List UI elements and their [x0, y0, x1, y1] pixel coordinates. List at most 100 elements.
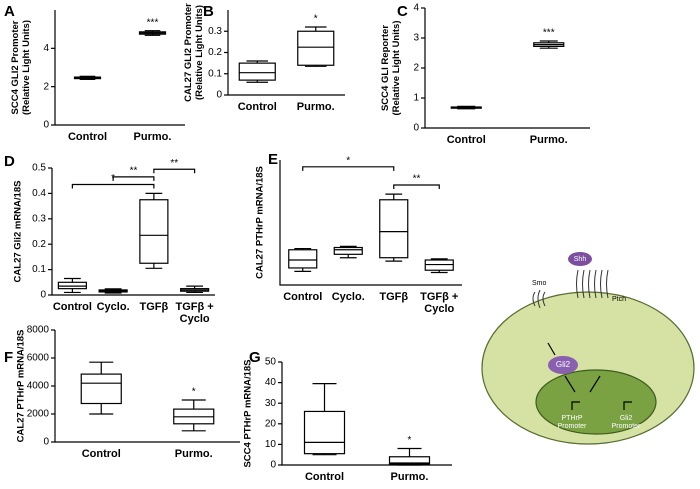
shh-ball: [568, 252, 592, 266]
x-tick-label: Cyclo.: [96, 301, 130, 313]
y-tick-label: 4: [43, 43, 49, 54]
y-tick-label: 0: [43, 120, 49, 131]
x-tick-label-box: TGFβ: [139, 301, 169, 313]
y-tick-label: 4000: [27, 381, 50, 392]
bracket-label: **: [413, 174, 421, 185]
bracket: [393, 184, 440, 189]
gli2-label: Gli2: [556, 360, 571, 369]
ptch-receptor: [576, 269, 609, 299]
x-tick-label-box: TGFβ: [379, 291, 409, 303]
y-tick-label: 0: [216, 90, 222, 101]
axes: [54, 10, 185, 126]
bracket: [302, 166, 395, 171]
y-tick-label: 0: [43, 437, 49, 448]
x-tick-label-box: Control: [81, 448, 121, 460]
x-tick-label-box: Purmo.: [529, 134, 568, 146]
panel-label: C: [397, 3, 408, 20]
y-tick-label: 1: [413, 93, 419, 104]
axes: [424, 8, 590, 129]
panel-label: F: [4, 349, 13, 366]
arrow: [589, 375, 601, 393]
box: [379, 199, 409, 259]
x-tick-label-box: Cyclo.: [96, 301, 130, 313]
y-tick-label: 0.3: [32, 213, 46, 224]
x-tick-label: Control: [237, 101, 277, 113]
x-tick-label-box: Purmo.: [296, 101, 335, 113]
x-tick-label: Purmo.: [390, 471, 429, 483]
y-axis-label: (Relative Light Units): [194, 5, 205, 100]
nucleus: [535, 369, 657, 435]
gli2-promoter-label: Gli2: [620, 415, 633, 422]
arrow: [547, 342, 556, 356]
x-tick-label-box: Control: [283, 291, 323, 303]
x-tick-label: Purmo.: [529, 134, 568, 146]
panel-label: B: [203, 3, 214, 20]
y-tick-label: 30: [265, 398, 277, 409]
significance: *: [314, 14, 318, 25]
x-tick-label: Purmo.: [133, 131, 172, 143]
y-axis-label: SCC4 GLI2 Promoter: [10, 20, 21, 114]
y-tick-label: 40: [265, 377, 277, 388]
diagram: Smo Shh Ptch Gli2 PTHrP Promoter Gli2 Pr…: [481, 252, 695, 445]
y-tick-label: 0: [413, 123, 419, 134]
bracket-label: **: [170, 158, 178, 169]
x-tick-label-box: Cyclo.: [332, 291, 365, 303]
significance: ***: [543, 28, 555, 39]
y-tick-label: 0.2: [208, 47, 222, 58]
panel-label: D: [4, 153, 15, 170]
x-tick-label-box: TGFβ + Cyclo: [420, 291, 459, 315]
x-tick-label-box: TGFβ + Cyclo: [175, 301, 214, 325]
ptch-label: Ptch: [612, 296, 626, 303]
x-tick-label-box: Purmo.: [174, 448, 213, 460]
box: [297, 30, 335, 66]
gli2-ball: [548, 356, 578, 374]
smo-label: Smo: [532, 280, 547, 287]
significance: *: [408, 435, 412, 446]
smo-receptor: [532, 289, 546, 309]
box: [388, 456, 431, 465]
y-tick-label: 0: [270, 460, 276, 471]
box: [333, 246, 363, 255]
y-tick-label: 0.3: [208, 26, 222, 37]
x-tick-label: TGFβ: [379, 291, 409, 303]
axes: [51, 168, 215, 296]
x-tick-label: Control: [446, 134, 486, 146]
shh-label: Shh: [574, 256, 587, 263]
panel-label: E: [268, 151, 278, 168]
bracket-label: *: [346, 155, 350, 166]
x-tick-label: Control: [304, 471, 345, 483]
pthrp-promoter-label: Promoter: [558, 423, 587, 430]
y-axis-label: CAL27 PTHrP mRNA/18S: [16, 330, 27, 443]
y-tick-label: 2000: [27, 409, 50, 420]
x-tick-label: Control: [283, 291, 323, 303]
y-tick-label: 2: [413, 63, 419, 74]
box: [288, 249, 318, 269]
axes: [279, 160, 462, 286]
x-tick-label: TGFβ: [139, 301, 169, 313]
y-tick-label: 0.2: [32, 239, 46, 250]
y-tick-label: 0.4: [32, 188, 46, 199]
bracket: [153, 168, 196, 174]
x-tick-label: Purmo.: [174, 448, 213, 460]
x-tick-label: TGFβ + Cyclo: [175, 301, 214, 325]
x-tick-label-box: Control: [237, 101, 277, 113]
panel-label: G: [249, 349, 261, 366]
gli2-promoter-label: Promoter: [612, 423, 641, 430]
x-tick-label-box: Control: [67, 131, 108, 143]
x-tick-label-box: Purmo.: [133, 131, 172, 143]
x-tick-label: Control: [67, 131, 108, 143]
y-tick-label: 8000: [27, 325, 50, 336]
pthrp-promoter-label: PTHrP: [562, 415, 583, 422]
y-tick-label: 20: [265, 418, 277, 429]
x-tick-label: TGFβ + Cyclo: [420, 291, 459, 315]
y-axis-label: CAL27 GLI2 Promoter: [183, 3, 194, 102]
y-tick-label: 0.1: [208, 68, 222, 79]
x-tick-label: Purmo.: [296, 101, 335, 113]
x-tick-label-box: Purmo.: [390, 471, 429, 483]
x-tick-label-box: Control: [446, 134, 486, 146]
x-tick-label: Control: [81, 448, 121, 460]
significance: *: [192, 387, 196, 398]
y-tick-label: 50: [265, 357, 277, 368]
box: [57, 281, 87, 290]
